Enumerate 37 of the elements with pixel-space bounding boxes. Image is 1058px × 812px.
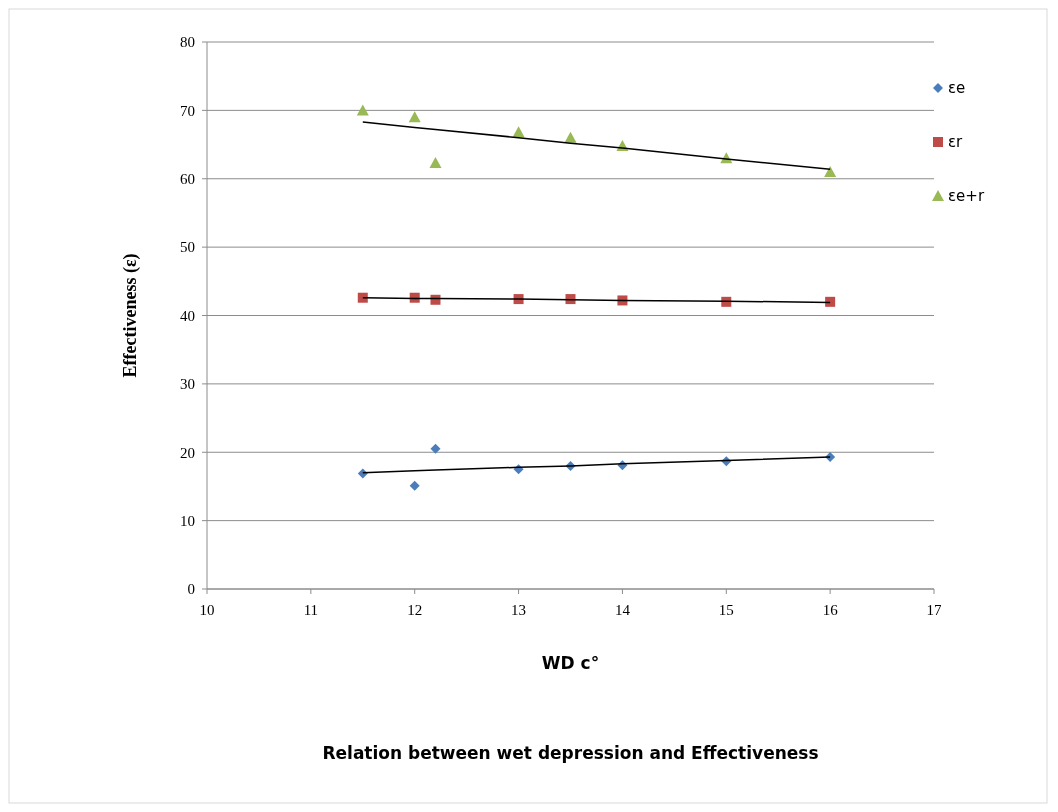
point <box>357 468 368 479</box>
point <box>564 131 577 143</box>
y-tick-label: 80 <box>180 34 195 51</box>
y-tick-label: 20 <box>180 444 195 461</box>
x-tick-label: 17 <box>926 602 942 618</box>
x-tick-label: 10 <box>199 602 215 618</box>
y-tick-label: 70 <box>180 102 195 119</box>
point <box>409 292 420 303</box>
legend-label: εe+r <box>948 187 985 206</box>
x-tick-label: 13 <box>511 602 527 618</box>
point <box>825 296 836 307</box>
point <box>430 294 441 305</box>
point <box>617 295 628 306</box>
x-axis-title: WD c° <box>541 653 600 673</box>
y-tick-label: 60 <box>180 171 195 187</box>
point <box>356 104 369 116</box>
y-tick-label: 0 <box>187 581 195 598</box>
text: Relation between wet depression and Effectiveness <box>322 743 819 763</box>
legend-label: εr <box>948 133 964 152</box>
point <box>357 292 368 303</box>
point <box>409 480 420 491</box>
x-tick-label: 12 <box>407 602 423 618</box>
point <box>512 126 525 138</box>
y-tick-label: 30 <box>180 376 195 393</box>
point <box>824 165 837 177</box>
legend-label: εe <box>948 79 966 98</box>
y-tick-label: 50 <box>180 239 195 256</box>
point <box>429 157 442 169</box>
x-tick-label: 16 <box>822 602 839 618</box>
x-tick-label: 14 <box>614 602 631 618</box>
point <box>430 443 441 454</box>
y-tick-label: 10 <box>180 512 195 529</box>
x-tick-label: 15 <box>718 602 734 618</box>
y-tick-label: 40 <box>180 307 195 324</box>
y-axis-title: Effectiveness (ε) <box>120 253 141 378</box>
x-tick-label: 11 <box>303 602 319 618</box>
point <box>408 111 421 123</box>
